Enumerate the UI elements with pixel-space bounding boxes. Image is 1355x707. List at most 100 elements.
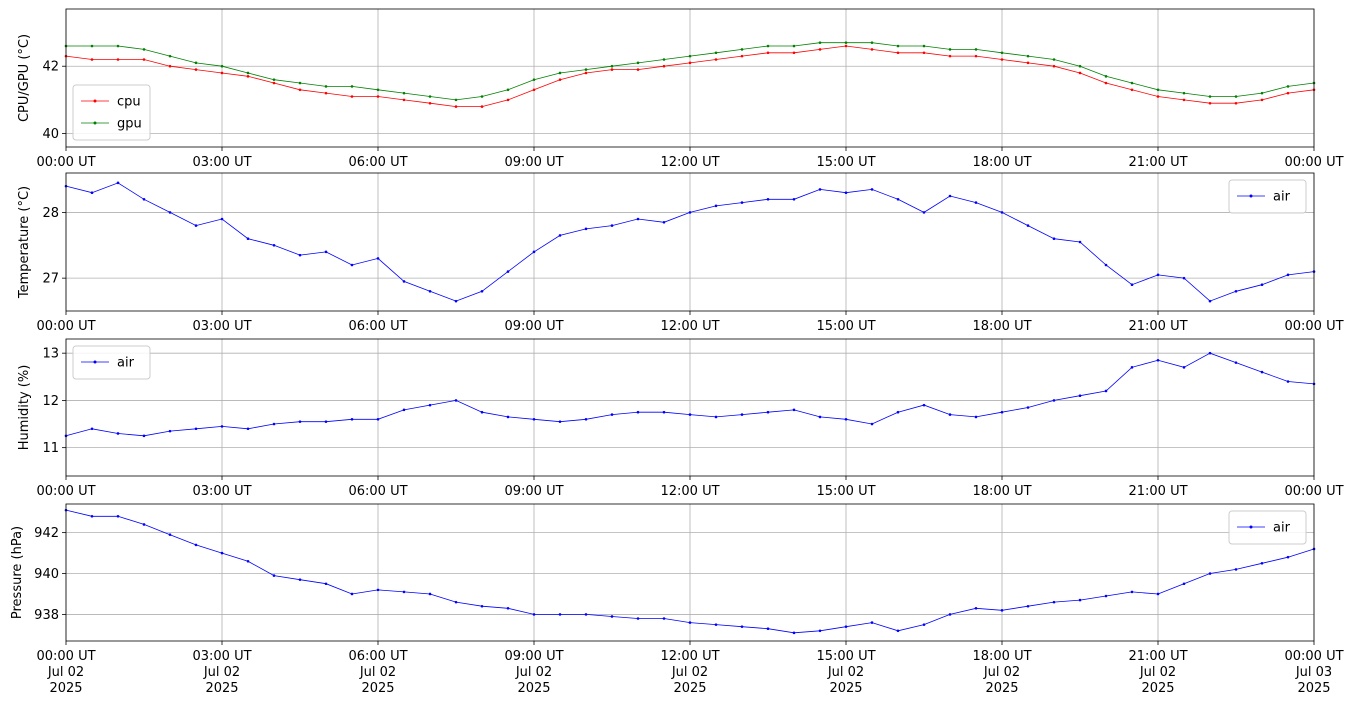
- grid: [65, 339, 1315, 476]
- data-point: [1000, 211, 1004, 214]
- data-point: [454, 600, 458, 604]
- y-axis-label: Humidity (%): [17, 365, 32, 451]
- x-tick-label: 00:00 UT: [1284, 484, 1343, 499]
- data-point: [818, 188, 822, 191]
- data-point: [1182, 98, 1186, 102]
- data-point: [350, 95, 354, 98]
- data-point: [1104, 263, 1108, 267]
- series-cpu: [64, 44, 1316, 108]
- data-point: [428, 95, 432, 98]
- data-point: [1208, 351, 1212, 355]
- y-tick-label: 42: [42, 60, 59, 75]
- data-point: [454, 299, 458, 303]
- data-point: [974, 201, 978, 204]
- legend-label: air: [1273, 521, 1291, 536]
- data-point: [1234, 289, 1238, 293]
- data-point: [948, 413, 952, 416]
- data-point: [350, 85, 354, 88]
- data-point: [532, 613, 536, 616]
- data-point: [272, 422, 276, 426]
- data-point: [324, 85, 328, 88]
- data-point: [116, 44, 120, 48]
- data-point: [1078, 71, 1082, 75]
- data-point: [688, 413, 692, 416]
- chart-panel-3: 11 12 13 00:00 UT 03:00 UT 06:00 UT 09:00 UT 12…: [17, 338, 1344, 499]
- legend-swatch-marker: [1249, 525, 1253, 529]
- data-point: [870, 48, 874, 51]
- data-point: [636, 217, 640, 221]
- data-point: [948, 613, 952, 616]
- x-tick-label: 18:00 UT: [972, 319, 1031, 334]
- x-tick-label: 12:00 UT: [660, 155, 719, 170]
- legend: air: [1228, 179, 1307, 214]
- data-point: [168, 533, 172, 536]
- data-point: [532, 250, 536, 254]
- data-point: [740, 201, 744, 204]
- data-point: [480, 95, 484, 98]
- data-point: [246, 237, 250, 241]
- data-point: [1000, 609, 1004, 612]
- data-point: [792, 631, 796, 635]
- data-point: [1052, 399, 1056, 402]
- x-tick-label: 12:00 UT: [660, 319, 719, 334]
- data-point: [558, 71, 562, 75]
- data-point: [272, 78, 276, 81]
- data-point: [480, 604, 484, 608]
- data-point: [1104, 594, 1108, 598]
- data-point: [636, 410, 640, 414]
- data-point: [1286, 85, 1290, 88]
- data-point: [792, 408, 796, 412]
- data-point: [1052, 64, 1056, 68]
- data-point: [298, 578, 302, 581]
- data-point: [506, 415, 510, 419]
- x-tick-label: 00:00 UT Jul 03 2025: [1284, 649, 1343, 696]
- data-point: [272, 243, 276, 247]
- x-tick-label: 09:00 UT Jul 02 2025: [504, 649, 563, 696]
- data-point: [194, 224, 198, 227]
- data-point: [662, 64, 666, 68]
- data-point: [324, 91, 328, 95]
- legend: cpu gpu: [72, 84, 151, 141]
- data-point: [1130, 88, 1134, 92]
- x-tick-label: 15:00 UT Jul 02 2025: [816, 649, 875, 696]
- series-air: [64, 181, 1316, 303]
- data-point: [116, 58, 120, 61]
- x-tick-label: 03:00 UT: [192, 484, 251, 499]
- data-point: [766, 410, 770, 414]
- data-point: [1234, 361, 1238, 364]
- data-point: [844, 418, 848, 421]
- data-point: [662, 410, 666, 414]
- data-point: [1260, 561, 1264, 565]
- data-point: [506, 270, 510, 273]
- data-point: [870, 621, 874, 624]
- y-tick-label: 27: [42, 272, 59, 287]
- data-point: [792, 197, 796, 201]
- data-point: [90, 427, 94, 431]
- legend-item-air: air: [1237, 190, 1291, 205]
- data-point: [168, 64, 172, 68]
- y-tick-label: 40: [42, 127, 59, 142]
- legend-swatch-marker: [1249, 194, 1253, 198]
- data-point: [454, 98, 458, 102]
- data-point: [142, 58, 146, 61]
- data-point: [168, 429, 172, 433]
- data-point: [350, 418, 354, 421]
- data-point: [402, 280, 406, 283]
- data-point: [1052, 600, 1056, 604]
- data-point: [506, 88, 510, 92]
- data-point: [948, 48, 952, 51]
- data-point: [792, 51, 796, 55]
- data-point: [376, 588, 380, 592]
- data-point: [1078, 240, 1082, 244]
- data-point: [480, 410, 484, 414]
- x-tick-label: 09:00 UT: [504, 319, 563, 334]
- data-point: [1260, 370, 1264, 374]
- data-point: [610, 64, 614, 68]
- data-point: [1260, 283, 1264, 287]
- y-tick-label: 938: [34, 608, 59, 623]
- data-point: [142, 197, 146, 201]
- data-point: [870, 41, 874, 44]
- data-point: [766, 197, 770, 201]
- data-point: [116, 514, 120, 518]
